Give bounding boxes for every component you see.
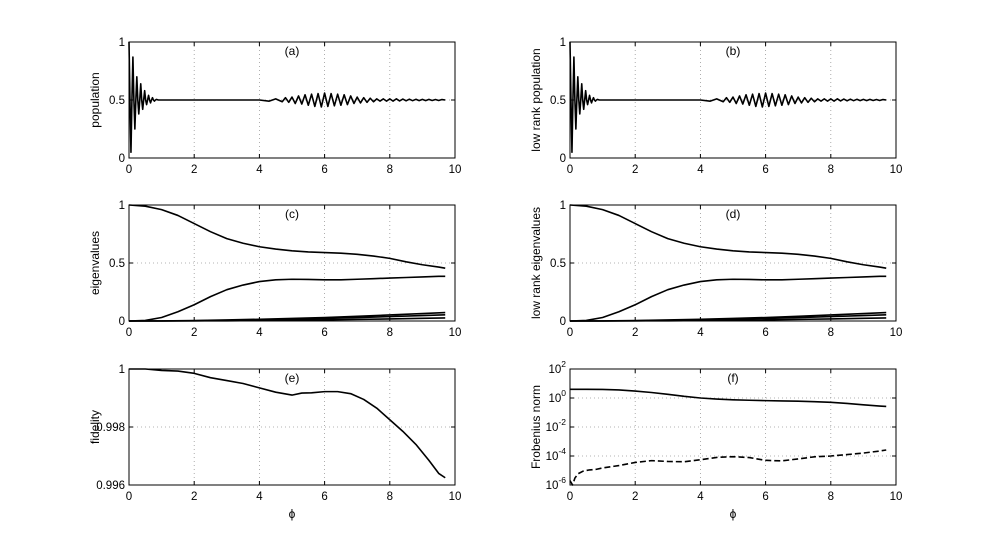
y-tick-label: 0 (560, 153, 566, 165)
x-tick-label: 0 (567, 491, 573, 503)
x-tick-label: 4 (697, 164, 704, 176)
x-tick-label: 10 (449, 327, 462, 339)
x-axis-label: ϕ (730, 507, 737, 521)
y-tick-label: 1 (119, 364, 125, 376)
y-tick-label: 1 (119, 200, 125, 212)
y-tick-exponent: -6 (558, 475, 566, 485)
y-tick-label: 0 (560, 316, 566, 328)
y-tick-label: 10-2 (546, 417, 567, 434)
panel-label: (e) (285, 371, 300, 385)
x-tick-label: 0 (567, 164, 573, 176)
panel-label: (f) (727, 371, 738, 385)
x-tick-label: 10 (890, 327, 903, 339)
y-tick-exponent: 0 (561, 388, 566, 398)
series-line-5 (129, 317, 446, 322)
series-line-1 (570, 388, 887, 408)
panel-a: 0 2 4 6 8 10 0 0.5 1 (a) population (88, 37, 461, 176)
y-tick-label: 1 (560, 37, 566, 49)
x-tick-label: 10 (449, 164, 462, 176)
y-tick-label: 0.5 (550, 258, 566, 270)
series-line-2 (128, 275, 446, 322)
y-axis-label: low rank population (529, 48, 543, 151)
y-tick-base: 10 (546, 480, 559, 492)
panel-e: 0 2 4 6 8 10 0.996 0.998 1 (e) fidelity ϕ (88, 364, 461, 521)
series-line-2 (569, 275, 887, 322)
x-tick-label: 4 (697, 327, 704, 339)
x-tick-label: 2 (191, 327, 197, 339)
series-line-2 (569, 449, 887, 486)
x-tick-label: 6 (321, 164, 327, 176)
panel-label: (c) (285, 207, 299, 221)
y-tick-base: 10 (548, 393, 561, 405)
y-tick-label: 1 (119, 37, 125, 49)
y-tick-label: 0.5 (109, 95, 125, 107)
x-tick-label: 6 (762, 491, 768, 503)
panel-b: 0 2 4 6 8 10 0 0.5 1 (b) low rank population (529, 37, 902, 176)
x-tick-label: 8 (828, 164, 834, 176)
y-tick-label: 0 (119, 316, 125, 328)
y-tick-exponent: -2 (558, 417, 566, 427)
x-tick-label: 2 (632, 327, 638, 339)
x-tick-label: 8 (828, 327, 834, 339)
y-tick-label: 102 (548, 359, 566, 376)
x-tick-label: 8 (387, 491, 393, 503)
y-axis-label: eigenvalues (88, 231, 102, 295)
y-tick-label: 0.998 (96, 422, 125, 434)
x-tick-label: 4 (256, 327, 263, 339)
series-line-1 (128, 204, 446, 270)
x-tick-label: 6 (762, 327, 768, 339)
x-tick-label: 2 (632, 164, 638, 176)
y-tick-label: 0.996 (96, 480, 125, 492)
y-tick-base: 10 (546, 451, 559, 463)
y-tick-exponent: 2 (561, 359, 566, 369)
y-axis-label: population (88, 72, 102, 127)
x-tick-label: 4 (256, 491, 263, 503)
y-tick-exponent: -4 (558, 446, 566, 456)
x-tick-label: 6 (321, 491, 327, 503)
y-tick-label: 0.5 (550, 95, 566, 107)
x-tick-label: 4 (256, 164, 263, 176)
x-tick-label: 10 (890, 491, 903, 503)
x-tick-label: 0 (126, 491, 132, 503)
x-tick-label: 2 (191, 491, 197, 503)
y-axis-label: Frobenius norm (529, 385, 543, 469)
x-tick-label: 0 (126, 327, 132, 339)
y-tick-label: 100 (548, 388, 566, 405)
y-tick-label: 10-4 (546, 446, 567, 463)
series-line-1 (569, 204, 887, 270)
x-tick-label: 8 (828, 491, 834, 503)
y-tick-label: 0 (119, 153, 125, 165)
x-tick-label: 8 (387, 164, 393, 176)
y-tick-label: 1 (560, 200, 566, 212)
x-tick-label: 8 (387, 327, 393, 339)
y-axis-label: low rank eigenvalues (529, 207, 543, 319)
y-tick-base: 10 (548, 364, 561, 376)
panel-label: (a) (285, 44, 300, 58)
x-tick-label: 4 (697, 491, 704, 503)
x-tick-label: 10 (449, 491, 462, 503)
panel-c: 0 2 4 6 8 10 0 0.5 1 (c) eigenvalues (88, 200, 461, 339)
x-tick-label: 0 (567, 327, 573, 339)
y-tick-base: 10 (546, 422, 559, 434)
series-line-1 (128, 41, 446, 153)
y-tick-label: 10-6 (546, 475, 567, 492)
panel-label: (d) (726, 207, 741, 221)
x-tick-label: 6 (762, 164, 768, 176)
x-tick-label: 0 (126, 164, 132, 176)
x-tick-label: 6 (321, 327, 327, 339)
x-tick-label: 2 (632, 491, 638, 503)
x-tick-label: 10 (890, 164, 903, 176)
panel-label: (b) (726, 44, 741, 58)
series-line-1 (129, 368, 446, 479)
x-tick-label: 2 (191, 164, 197, 176)
x-axis-label: ϕ (289, 507, 296, 521)
y-tick-label: 0.5 (109, 258, 125, 270)
panel-d: 0 2 4 6 8 10 0 0.5 1 (d) low rank eigenvalues (529, 200, 902, 339)
series-line-5 (570, 317, 887, 322)
series-line-1 (569, 41, 887, 153)
y-axis-label: fidelity (88, 410, 102, 444)
